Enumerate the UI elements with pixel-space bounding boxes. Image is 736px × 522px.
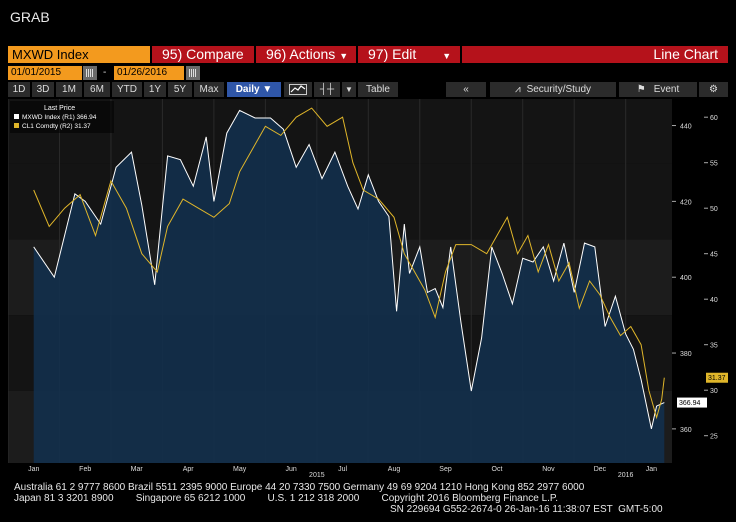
candle-bar-icon[interactable]: ┤┼ [314,82,340,97]
chevron-down-icon: ▼ [442,51,452,61]
gear-icon[interactable]: ⚙ [699,82,728,97]
x-tick-label: Nov [542,466,555,473]
x-tick-label: Sep [439,466,452,473]
footer-line-2: Japan 81 3 3201 8900 Singapore 65 6212 1… [14,493,559,504]
line-chart-icon[interactable] [284,82,312,97]
r1-tick-label: 380 [680,351,692,358]
r2-axis-ticks: 60 55 50 45 40 35 30 25 [704,115,718,441]
x-tick-label: Jun [285,466,296,473]
legend-label-mxwd: MXWD Index (R1) 366.94 [22,114,97,121]
r2-tick-label: 55 [710,161,718,168]
last-value-r2-label: 31.37 [708,375,726,382]
x-tick-label: Jan [28,466,39,473]
legend: Last Price MXWD Index (R1) 366.94 CL1 Co… [10,101,114,133]
mxwd-line [33,109,665,430]
price-chart[interactable]: 440 420 400 380 360 60 55 50 45 40 35 30 25 Jan Feb M… [8,99,728,477]
r1-tick-label: 420 [680,199,692,206]
start-date-field[interactable]: 01/01/2015 [8,66,82,80]
compare-button[interactable]: 95) Compare [152,46,254,63]
x-tick-label: Feb [79,466,91,473]
period-1m[interactable]: 1M [56,82,82,97]
security-study-button[interactable]: ⩘ Security/Study [490,82,616,97]
legend-label-oil: CL1 Comdty (R2) 31.37 [22,123,91,130]
x-tick-label: Mar [131,466,144,473]
x-tick-label: Jul [338,466,347,473]
last-value-r2: 31.37 [706,372,728,383]
period-3d[interactable]: 3D [32,82,54,97]
actions-menu[interactable]: 96) Actions ▼ [256,46,356,63]
calendar-icon[interactable] [186,66,200,80]
line-chart-glyph [289,84,307,95]
end-date-field[interactable]: 01/26/2016 [114,66,184,80]
event-button[interactable]: ⚑ Event [619,82,697,97]
r1-axis-ticks: 440 420 400 380 360 [672,124,692,434]
x-tick-label: Apr [183,466,195,473]
frequency-dropdown[interactable]: Daily ▼ [227,82,281,97]
view-title-bar: Line Chart [462,46,728,63]
x-tick-label: Dec [594,466,607,473]
chevron-down-icon: ▼ [339,51,349,61]
x-tick-label: May [233,466,247,473]
r2-tick-label: 50 [710,206,718,213]
r2-tick-label: 35 [710,343,718,350]
footer-line-1: Australia 61 2 9777 8600 Brazil 5511 239… [14,482,585,493]
r1-tick-label: 400 [680,275,692,282]
r2-tick-label: 25 [710,434,718,441]
mxwd-area-fill [33,110,665,464]
period-6m[interactable]: 6M [84,82,110,97]
chevron-down-icon[interactable]: ▼ [342,82,356,97]
legend-bg [10,101,114,133]
event-label: Event [653,84,680,95]
x-axis-ticks: Jan Feb Mar Apr May Jun Jul Aug Sep Oct Nov Dec Jan 2… [28,466,657,477]
r2-tick-label: 45 [710,252,718,259]
actions-label: 96) Actions [266,46,336,62]
last-value-r1-bg [677,397,707,408]
table-button[interactable]: Table [358,82,398,97]
r2-tick-label: 40 [710,297,718,304]
oil-line [33,107,665,420]
r1-tick-label: 360 [680,427,692,434]
security-study-label: Security/Study [526,84,592,95]
last-value-r2-bg [706,372,728,383]
x-year-label: 2016 [618,472,634,477]
period-5y[interactable]: 5Y [168,82,192,97]
period-1y[interactable]: 1Y [144,82,166,97]
period-1d[interactable]: 1D [8,82,30,97]
last-value-r1-label: 366.94 [679,400,701,407]
x-tick-label: Oct [492,466,503,473]
security-field[interactable]: MXWD Index [8,46,150,63]
x-tick-label: Jan [646,466,657,473]
r2-tick-label: 30 [710,388,718,395]
legend-swatch-mxwd [14,114,19,119]
r1-tick-label: 440 [680,124,692,131]
date-separator: - [103,67,107,78]
r2-tick-label: 60 [710,115,718,122]
background-band [8,99,672,164]
footer-line-3: SN 229694 G552-2674-0 26-Jan-16 11:38:07… [390,504,663,515]
x-tick-label: Aug [388,466,401,473]
study-icon: ⩘ [514,84,521,95]
last-value-r1: 366.94 [677,397,707,408]
edit-menu[interactable]: 97) Edit ▼ [358,46,460,63]
view-title: Line Chart [653,46,718,62]
legend-title: Last Price [44,105,75,112]
period-max[interactable]: Max [194,82,224,97]
compare-label: 95) Compare [162,46,244,62]
legend-swatch-oil [14,123,19,128]
period-ytd[interactable]: YTD [112,82,142,97]
x-year-label: 2015 [309,472,325,477]
edit-label: 97) Edit [368,46,417,62]
rewind-icon[interactable]: « [446,82,486,97]
window-title: GRAB [10,9,50,25]
calendar-icon[interactable] [83,66,97,80]
flag-icon: ⚑ [636,84,646,95]
